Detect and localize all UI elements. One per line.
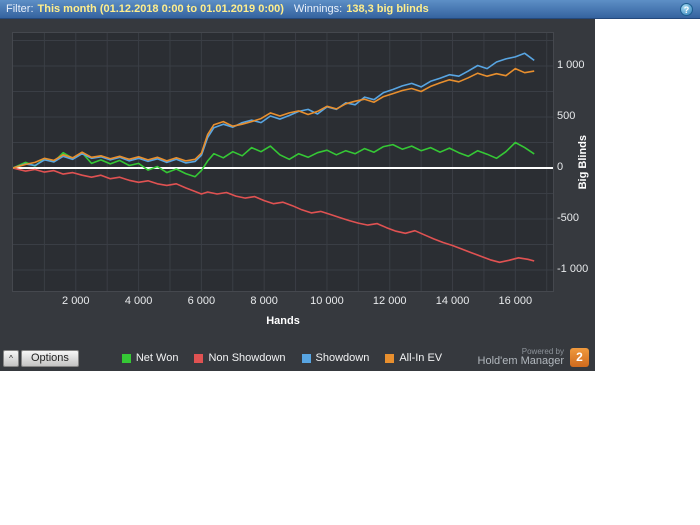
x-tick-label: 16 000 — [498, 295, 533, 307]
legend-label: Net Won — [135, 352, 179, 364]
legend-label: Non Showdown — [208, 352, 286, 364]
options-collapse-button[interactable]: ^ — [3, 350, 19, 367]
y-tick-label: 1 000 — [557, 59, 585, 72]
brand-label: Hold'em Manager — [477, 355, 564, 368]
y-tick-label: -1 000 — [557, 262, 589, 275]
filter-bar: Filter: This month (01.12.2018 0:00 to 0… — [0, 0, 700, 19]
winnings-label: Winnings: — [293, 3, 343, 15]
options-group: ^ Options — [3, 350, 79, 367]
x-tick-label: 6 000 — [187, 295, 216, 307]
y-axis-title: Big Blinds — [577, 135, 589, 190]
series-line-non-showdown — [13, 167, 535, 264]
y-tick-label: -500 — [557, 212, 580, 224]
hm2-logo-icon: 2 — [570, 348, 589, 368]
x-tick-label: 2 000 — [62, 295, 90, 307]
help-icon[interactable]: ? — [680, 3, 693, 16]
x-tick-label: 14 000 — [435, 295, 470, 307]
y-tick-label: 0 — [557, 161, 564, 174]
filter-value: This month (01.12.2018 0:00 to 01.01.201… — [37, 3, 284, 15]
series-line-showdown — [13, 52, 535, 169]
chart-legend: Net Won Non Showdown Showdown All-In EV — [12, 352, 552, 364]
legend-swatch — [194, 353, 204, 363]
legend-item-non-showdown[interactable]: Non Showdown — [194, 352, 286, 364]
legend-item-showdown[interactable]: Showdown — [301, 352, 370, 364]
legend-item-net-won[interactable]: Net Won — [121, 352, 179, 364]
options-button[interactable]: Options — [21, 350, 79, 367]
filter-label: Filter: — [6, 3, 34, 15]
powered-by-label: Powered by — [521, 347, 564, 356]
series-line-net-won — [13, 141, 535, 178]
x-tick-label: 4 000 — [124, 295, 153, 307]
legend-swatch — [385, 353, 395, 363]
y-tick-label: 500 — [557, 110, 576, 123]
legend-label: Showdown — [315, 352, 370, 364]
x-tick-label: 10 000 — [310, 295, 344, 307]
x-tick-label: 12 000 — [372, 295, 407, 307]
legend-swatch — [301, 353, 311, 363]
x-tick-label: 8 000 — [250, 295, 278, 307]
legend-swatch — [121, 353, 131, 363]
powered-by-block: Powered by Hold'em Manager 2 — [477, 347, 589, 368]
chart-plot-area — [12, 32, 554, 292]
winnings-value: 138,3 big blinds — [346, 3, 429, 15]
series-line-all-in-ev — [13, 67, 535, 169]
legend-label: All-In EV — [399, 352, 443, 364]
winnings-graph — [13, 33, 553, 291]
x-axis-title: Hands — [266, 315, 300, 327]
graph-panel: Hands Big Blinds ^ Options Net Won Non Sh… — [0, 19, 595, 371]
legend-item-all-in-ev[interactable]: All-In EV — [385, 352, 442, 364]
